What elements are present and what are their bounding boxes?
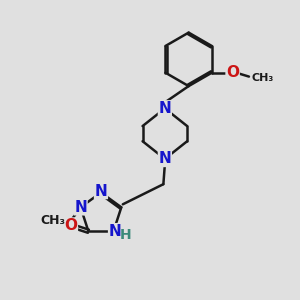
Text: CH₃: CH₃ <box>252 73 274 83</box>
Text: N: N <box>109 224 122 239</box>
Text: N: N <box>158 101 171 116</box>
Text: O: O <box>64 218 77 233</box>
Text: N: N <box>74 200 87 215</box>
Text: CH₃: CH₃ <box>41 214 66 227</box>
Text: H: H <box>120 228 132 242</box>
Text: N: N <box>158 152 171 166</box>
Text: N: N <box>94 184 107 199</box>
Text: O: O <box>226 65 239 80</box>
